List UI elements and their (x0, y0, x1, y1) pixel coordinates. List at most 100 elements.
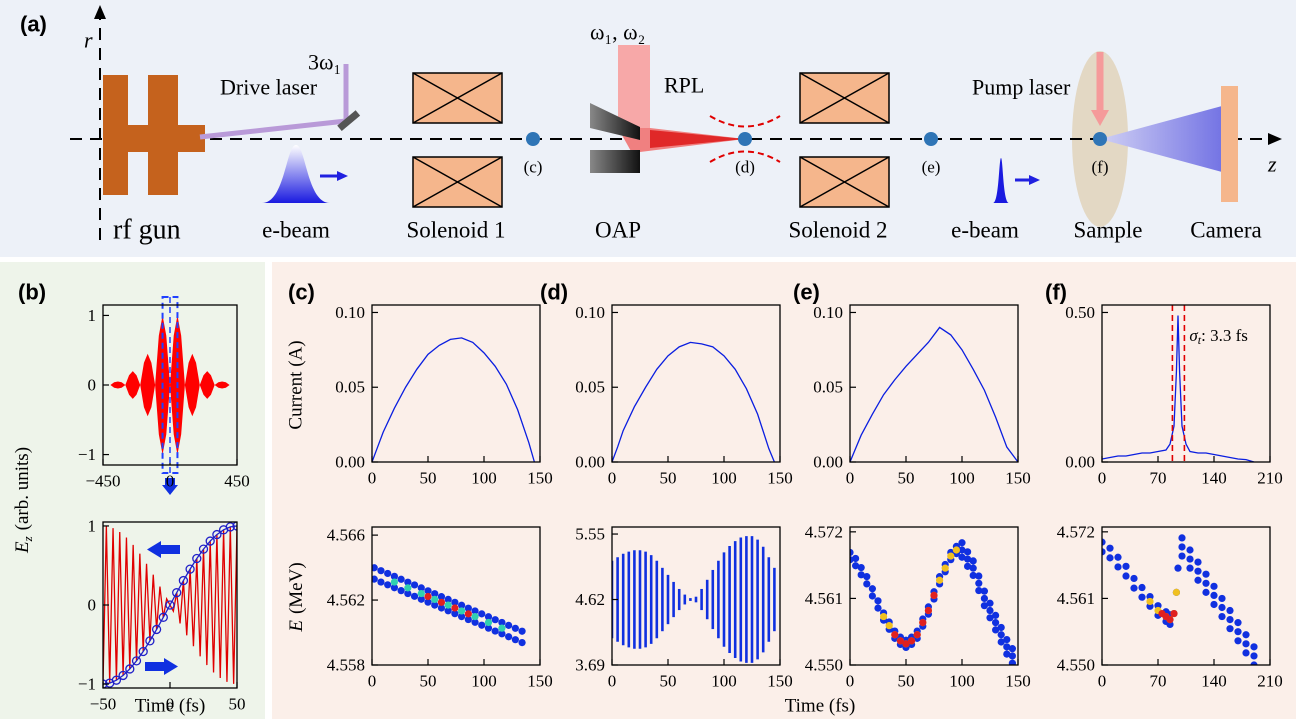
y-tick-label: 0.00 (1065, 453, 1095, 472)
point (471, 613, 479, 621)
y-tick-label: 0.00 (813, 453, 843, 472)
x-tick-label: 100 (471, 469, 497, 488)
position-label: (e) (922, 158, 941, 177)
plot-area (103, 522, 237, 688)
point (952, 546, 961, 554)
y-tick-label: 5.55 (575, 525, 605, 544)
position-label: (c) (524, 158, 543, 177)
point (444, 601, 452, 609)
point (969, 557, 977, 565)
axis-label: r (84, 28, 93, 53)
point (868, 585, 877, 593)
point (464, 610, 472, 618)
y-label-symbol: E (12, 541, 33, 554)
plot-area (372, 337, 536, 462)
point (424, 592, 432, 601)
point (992, 626, 1000, 634)
point (1250, 652, 1258, 660)
plot-area (372, 564, 526, 647)
y-tick-label: 0 (88, 376, 97, 395)
plot-area (612, 536, 776, 663)
point (964, 548, 972, 556)
point (941, 564, 949, 572)
point (1186, 564, 1194, 572)
x-tick-label: −450 (85, 472, 120, 491)
y-tick-label: 1 (88, 516, 97, 535)
point (1250, 643, 1258, 651)
panel-label: (b) (18, 280, 46, 305)
y-tick-label: 4.566 (327, 526, 365, 545)
x-tick-label: 150 (1005, 672, 1031, 691)
x-tick-label: 50 (420, 469, 437, 488)
cone (1100, 106, 1222, 172)
point (1122, 572, 1130, 580)
marker (232, 522, 237, 531)
point (390, 584, 398, 592)
mirror (337, 110, 361, 132)
point (464, 615, 472, 624)
pump-arrow (1091, 110, 1109, 126)
line (372, 337, 536, 462)
point (975, 586, 983, 595)
chart: 0 50 100 150 4.558 4.562 4.566 E (MeV) (286, 526, 553, 691)
label: RPL (664, 73, 704, 98)
point (1218, 603, 1226, 612)
x-tick-label: 150 (527, 672, 553, 691)
point (1008, 645, 1017, 653)
r-arrow (94, 5, 106, 19)
x-axis-label: Time (fs) (785, 696, 856, 717)
chart: 0 50 100 150 0.00 0.05 0.10 (d) (540, 280, 793, 488)
oap (590, 103, 640, 140)
x-tick-label: 0 (166, 472, 175, 491)
point (1130, 584, 1138, 592)
frame (371, 304, 541, 463)
x-tick-label: 0 (1098, 469, 1107, 488)
point (410, 581, 419, 589)
point (1234, 619, 1242, 627)
point (384, 581, 392, 589)
x-tick-label: 0 (1098, 672, 1107, 691)
point (1218, 612, 1226, 621)
point (885, 622, 893, 630)
point (1106, 544, 1114, 552)
point (863, 573, 871, 581)
x-tick-label: 210 (1257, 672, 1283, 691)
point (852, 554, 860, 563)
x-tick-label: 50 (660, 469, 677, 488)
point (404, 578, 412, 586)
x-tick-label: 70 (1150, 469, 1167, 488)
component-label: Camera (1190, 218, 1262, 243)
point (431, 595, 439, 604)
point (1114, 563, 1122, 571)
annotation-text: : 3.3 fs (1201, 326, 1248, 345)
point (417, 584, 425, 592)
plot-area (1102, 534, 1258, 665)
position-label: (f) (1092, 158, 1109, 177)
plot-area (1102, 315, 1255, 462)
frame (1101, 304, 1271, 463)
point (1234, 637, 1242, 645)
point (1234, 628, 1242, 636)
point (947, 552, 955, 560)
point (478, 610, 486, 618)
y-label-unit: (MeV) (286, 562, 307, 614)
label: Pump laser (972, 75, 1071, 100)
chart: 0 50 100 150 4.550 4.561 4.572 (805, 522, 1031, 690)
component-label: Sample (1074, 218, 1143, 243)
point (1178, 552, 1186, 560)
marker (138, 646, 148, 657)
x-axis-label: Time (fs) (135, 696, 206, 717)
chart: 0 50 100 150 0.00 0.05 0.10 (c) Current (A) (286, 280, 553, 488)
e-beam-shape (993, 158, 1009, 203)
point (431, 601, 439, 609)
point (451, 598, 459, 606)
rpl-focus-core (650, 130, 745, 148)
marker (205, 536, 215, 546)
point (498, 618, 506, 627)
point (1146, 597, 1154, 606)
panel-label: (a) (20, 12, 47, 37)
x-tick-label: 0 (846, 469, 855, 488)
marker (165, 600, 175, 610)
point (1003, 635, 1011, 644)
y-tick-label: 4.572 (805, 522, 843, 541)
